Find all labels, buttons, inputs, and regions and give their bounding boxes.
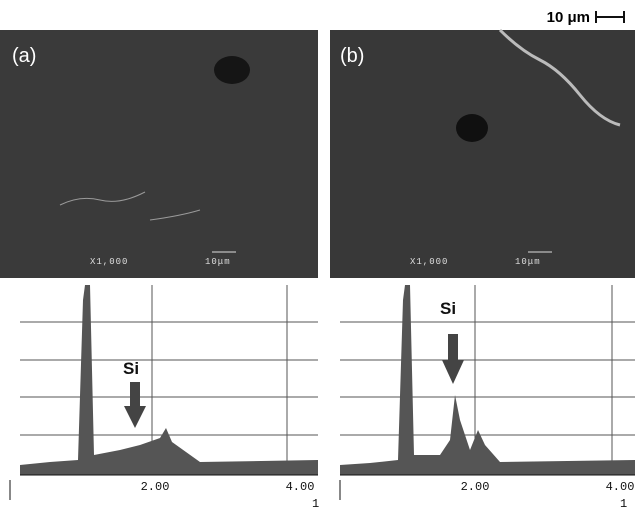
sem-scale: 10μm — [515, 257, 541, 267]
tick-label: 2.00 — [141, 480, 170, 494]
sem-feature — [456, 114, 488, 142]
sem-image — [0, 30, 318, 278]
tick-label: 2.00 — [461, 480, 490, 494]
sem-image — [330, 30, 635, 278]
sem-feature — [59, 191, 201, 221]
peak-label: Si — [123, 359, 139, 378]
axis-note: 1 — [312, 497, 319, 511]
panel-label: (b) — [340, 45, 364, 67]
scale-label: 10 μm — [547, 9, 590, 26]
arrow — [442, 334, 464, 384]
panel-label: (a) — [12, 45, 36, 67]
sem-scale: 10μm — [205, 257, 231, 267]
spectrum — [340, 285, 635, 475]
tick-label: 4.00 — [286, 480, 315, 494]
spectrum-grid — [340, 285, 635, 475]
peak-label: Si — [440, 299, 456, 318]
axis-note: 1 — [620, 497, 627, 511]
tick-label: 4.00 — [606, 480, 635, 494]
scale-bar — [595, 11, 625, 23]
spectrum — [20, 285, 318, 475]
sem-magnification: X1,000 — [410, 257, 448, 267]
sem-feature — [498, 28, 621, 127]
arrow — [124, 382, 146, 428]
sem-feature — [214, 56, 250, 84]
sem-magnification: X1,000 — [90, 257, 128, 267]
